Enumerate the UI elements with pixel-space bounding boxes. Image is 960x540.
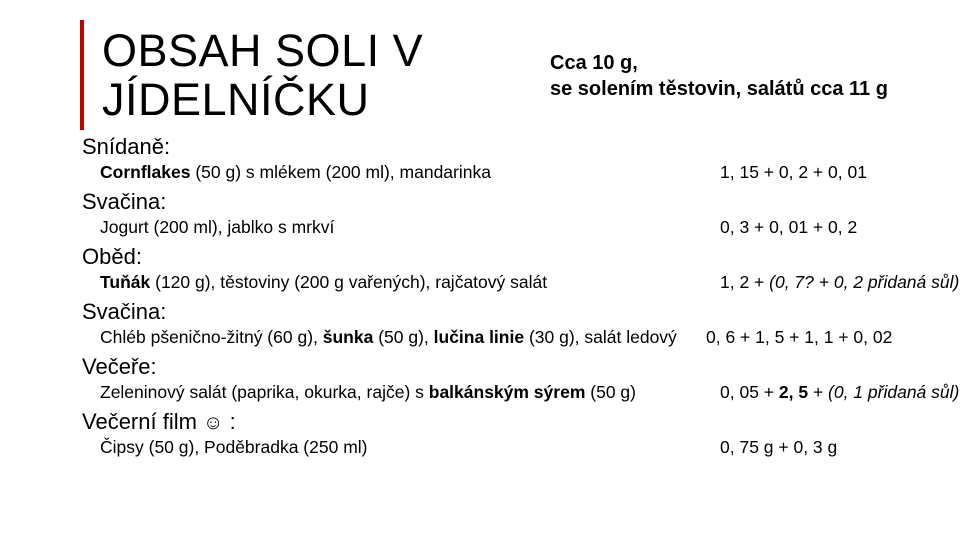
item-bold: Tuňák bbox=[100, 272, 150, 292]
item-text: Zeleninový salát (paprika, okurka, rajče… bbox=[100, 382, 720, 403]
section-title: Snídaně: bbox=[82, 134, 960, 160]
section-snidane: Snídaně: Cornflakes (50 g) s mlékem (200… bbox=[82, 134, 960, 183]
item-part2: (50 g) bbox=[585, 382, 636, 402]
item-values: 0, 05 + 2, 5 + (0, 1 přidaná sůl) bbox=[720, 382, 959, 403]
item-row: Cornflakes (50 g) s mlékem (200 ml), man… bbox=[82, 162, 960, 183]
title-post: : bbox=[223, 409, 235, 434]
values-italic: (0, 7? + 0, 2 přidaná sůl) bbox=[769, 272, 959, 292]
item-bold: balkánským sýrem bbox=[429, 382, 586, 402]
summary-line-1: Cca 10 g, bbox=[550, 52, 638, 74]
item-text: Čipsy (50 g), Poděbradka (250 ml) bbox=[100, 437, 720, 458]
item-values: 0, 75 g + 0, 3 g bbox=[720, 437, 837, 458]
item-text: Chléb pšenično-žitný (60 g), šunka (50 g… bbox=[100, 327, 740, 348]
section-svacina1: Svačina: Jogurt (200 ml), jablko s mrkví… bbox=[82, 189, 960, 238]
item-part3: (30 g), salát ledový bbox=[524, 327, 677, 347]
values-italic: (0, 1 přidaná sůl) bbox=[828, 382, 959, 402]
section-title: Oběd: bbox=[82, 244, 960, 270]
values-pre: 0, 05 + bbox=[720, 382, 779, 402]
values-bold: 2, 5 bbox=[779, 382, 808, 402]
values-pre: 1, 2 + bbox=[720, 272, 769, 292]
values-post: + bbox=[808, 382, 828, 402]
section-title: Večerní film ☺ : bbox=[82, 409, 960, 435]
item-rest: (120 g), těstoviny (200 g vařených), raj… bbox=[150, 272, 547, 292]
item-text: Tuňák (120 g), těstoviny (200 g vařených… bbox=[100, 272, 720, 293]
section-svacina2: Svačina: Chléb pšenično-žitný (60 g), šu… bbox=[82, 299, 960, 348]
item-values: 1, 15 + 0, 2 + 0, 01 bbox=[720, 162, 867, 183]
item-text: Jogurt (200 ml), jablko s mrkví bbox=[100, 217, 720, 238]
summary-line-2: se solením těstovin, salátů cca 11 g bbox=[550, 78, 888, 100]
section-title: Svačina: bbox=[82, 189, 960, 215]
title-accent-bar bbox=[80, 20, 84, 130]
item-row: Čipsy (50 g), Poděbradka (250 ml) 0, 75 … bbox=[82, 437, 960, 458]
item-row: Tuňák (120 g), těstoviny (200 g vařených… bbox=[82, 272, 960, 293]
section-title: Svačina: bbox=[82, 299, 960, 325]
item-values: 0, 6 + 1, 5 + 1, 1 + 0, 02 bbox=[706, 327, 892, 348]
item-bold1: šunka bbox=[323, 327, 374, 347]
section-vecere: Večeře: Zeleninový salát (paprika, okurk… bbox=[82, 354, 960, 403]
title-line-1: OBSAH SOLI V bbox=[102, 25, 423, 76]
item-values: 1, 2 + (0, 7? + 0, 2 přidaná sůl) bbox=[720, 272, 959, 293]
smiley-icon: ☺ bbox=[203, 412, 223, 435]
section-title: Večeře: bbox=[82, 354, 960, 380]
title-pre: Večerní film bbox=[82, 409, 203, 434]
item-part1: Zeleninový salát (paprika, okurka, rajče… bbox=[100, 382, 429, 402]
summary-block: Cca 10 g, se solením těstovin, salátů cc… bbox=[550, 50, 888, 102]
item-part2: (50 g), bbox=[373, 327, 433, 347]
section-obed: Oběd: Tuňák (120 g), těstoviny (200 g va… bbox=[82, 244, 960, 293]
sections: Snídaně: Cornflakes (50 g) s mlékem (200… bbox=[82, 134, 960, 458]
slide: OBSAH SOLI V JÍDELNÍČKU Cca 10 g, se sol… bbox=[0, 0, 960, 484]
page-title: OBSAH SOLI V JÍDELNÍČKU bbox=[102, 26, 423, 125]
section-film: Večerní film ☺ : Čipsy (50 g), Poděbradk… bbox=[82, 409, 960, 458]
item-row: Jogurt (200 ml), jablko s mrkví 0, 3 + 0… bbox=[82, 217, 960, 238]
item-row: Zeleninový salát (paprika, okurka, rajče… bbox=[82, 382, 960, 403]
item-part1: Chléb pšenično-žitný (60 g), bbox=[100, 327, 323, 347]
item-values: 0, 3 + 0, 01 + 0, 2 bbox=[720, 217, 857, 238]
item-row: Chléb pšenično-žitný (60 g), šunka (50 g… bbox=[82, 327, 960, 348]
item-text: Cornflakes (50 g) s mlékem (200 ml), man… bbox=[100, 162, 720, 183]
item-bold: Cornflakes bbox=[100, 162, 190, 182]
title-line-2: JÍDELNÍČKU bbox=[102, 74, 370, 125]
item-bold2: lučina linie bbox=[434, 327, 524, 347]
item-rest: (50 g) s mlékem (200 ml), mandarinka bbox=[190, 162, 491, 182]
